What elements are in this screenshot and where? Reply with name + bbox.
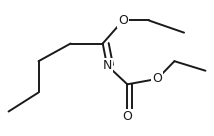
Text: O: O [122,110,132,123]
Text: O: O [118,14,128,27]
Text: O: O [152,72,162,85]
Text: N: N [102,59,112,72]
